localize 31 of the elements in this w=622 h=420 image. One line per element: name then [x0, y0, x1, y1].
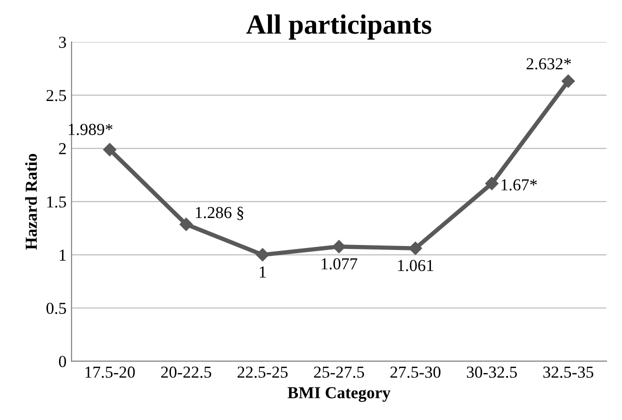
point	[408, 242, 422, 255]
y-tick-label: 1	[60, 250, 66, 261]
data-label: 1	[260, 266, 266, 278]
chart-title: All participants	[246, 14, 432, 40]
x-tick-label: 17.5-20	[86, 366, 135, 378]
y-axis-title: Hazard Ratio	[25, 154, 37, 250]
data-label: 1.286 §	[196, 206, 244, 220]
x-tick-label: 25-27.5	[314, 366, 364, 378]
x-tick-label: 30-32.5	[466, 366, 517, 378]
y-tick-label: 0	[58, 356, 66, 368]
x-axis-title: BMI Category	[288, 387, 390, 402]
point	[332, 240, 346, 254]
point	[180, 218, 193, 231]
point	[485, 176, 498, 190]
x-tick-label: 22.5-25	[238, 366, 288, 378]
y-tick-label: 2	[59, 143, 66, 154]
point	[256, 248, 270, 262]
data-label: 2.632*	[526, 58, 571, 70]
data-label: 1.989*	[68, 124, 112, 136]
data-label: 1.67*	[502, 179, 537, 191]
y-tick-label: 0.5	[46, 302, 66, 314]
x-tick-label: 27.5-30	[390, 366, 440, 378]
y-tick-label: 3	[59, 36, 66, 48]
point	[562, 74, 575, 88]
data-label: 1.077	[322, 258, 358, 270]
data-label: 1.061	[398, 260, 434, 272]
x-tick-label: 32.5-35	[543, 366, 594, 378]
x-tick-label: 20-22.5	[161, 366, 212, 378]
y-tick-label: 2.5	[46, 90, 66, 102]
y-tick-label: 1.5	[47, 196, 66, 208]
point	[103, 142, 116, 156]
